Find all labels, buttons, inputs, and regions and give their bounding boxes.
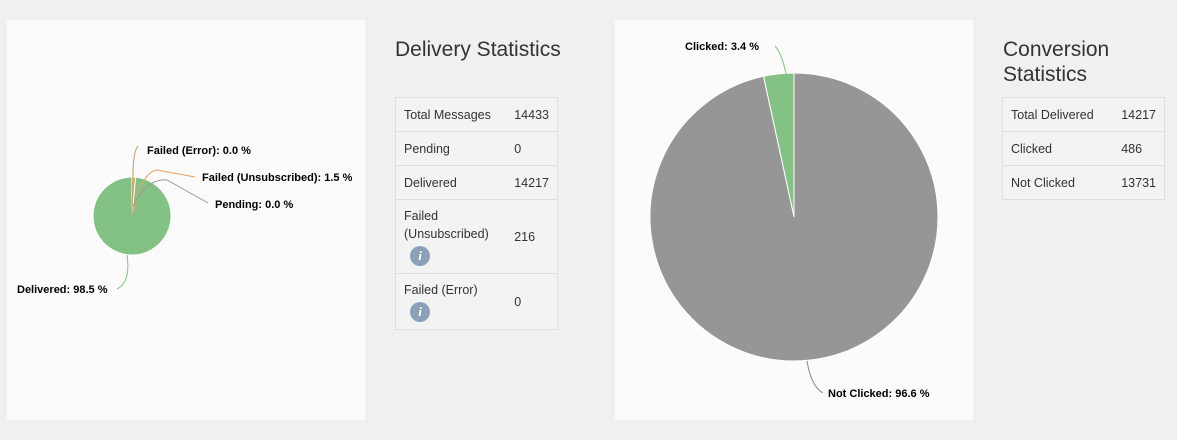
conversion-statistics-table: Total Delivered 14217 Clicked 486 Not Cl… [1002,97,1165,200]
stat-label: Delivered [395,165,507,200]
delivery-statistics-table: Total Messages 14433 Pending 0 Delivered… [395,97,558,330]
pie-slice-not-clicked[interactable] [649,72,939,362]
stat-label: Total Delivered [1002,97,1114,132]
stat-label: Clicked [1002,131,1114,166]
conversion-chart-panel: Clicked: 3.4 % Not Clicked: 96.6 % [615,20,973,420]
table-row: Failed (Unsubscribed) i 216 [395,199,558,274]
pie-data-label: Pending: 0.0 % [215,199,293,211]
table-row: Total Delivered 14217 [1002,97,1165,132]
pie-leader-line [133,169,196,211]
stat-label-cell: Failed (Error) i [396,274,507,330]
pie-leader-line [774,45,787,75]
stat-label-cell: Failed (Unsubscribed) i [395,199,507,274]
delivery-chart-panel: Failed (Error): 0.0 % Failed (Unsubscribe… [7,20,365,420]
pie-data-label: Delivered: 98.5 % [17,284,108,296]
stat-label: Pending [395,131,507,166]
stat-value: 14433 [506,97,558,132]
table-row: Not Clicked 13731 [1003,166,1165,200]
stat-value: 0 [514,294,522,309]
pie-data-label: Failed (Error): 0.0 % [147,145,251,157]
stat-value: 13731 [1121,175,1156,190]
pie-data-label: Clicked: 3.4 % [685,41,759,53]
pie-leader-line [806,360,824,394]
table-row: Failed (Error) i 0 [396,274,558,330]
table-row: Pending 0 [395,131,558,166]
delivery-pie-chart: Failed (Error): 0.0 % Failed (Unsubscribe… [17,145,353,296]
stat-value: 216 [506,199,558,274]
stat-label: Failed (Error) [404,283,478,297]
table-row: Delivered 14217 [395,165,558,200]
table-row: Total Messages 14433 [395,97,558,132]
stat-value: 14217 [1113,97,1165,132]
stat-value: 0 [506,131,558,166]
stat-label: Total Messages [395,97,507,132]
stat-label: Failed (Unsubscribed) [404,209,489,241]
conversion-pie-chart: Clicked: 3.4 % Not Clicked: 96.6 % [649,41,939,400]
pie-leader-line [132,179,209,207]
pie-leader-line [131,145,139,217]
table-row: Clicked 486 [1002,131,1165,166]
conversion-statistics-title: Conversion Statistics [1003,38,1110,86]
stat-label: Not Clicked [1011,175,1075,190]
info-icon[interactable]: i [410,246,430,266]
stat-value: 486 [1113,131,1165,166]
info-icon[interactable]: i [410,302,430,322]
delivery-statistics-title: Delivery Statistics [395,38,561,61]
pie-data-label: Failed (Unsubscribed): 1.5 % [202,172,353,184]
pie-data-label: Not Clicked: 96.6 % [828,388,930,400]
pie-leader-line [116,254,129,290]
stat-value: 14217 [506,165,558,200]
